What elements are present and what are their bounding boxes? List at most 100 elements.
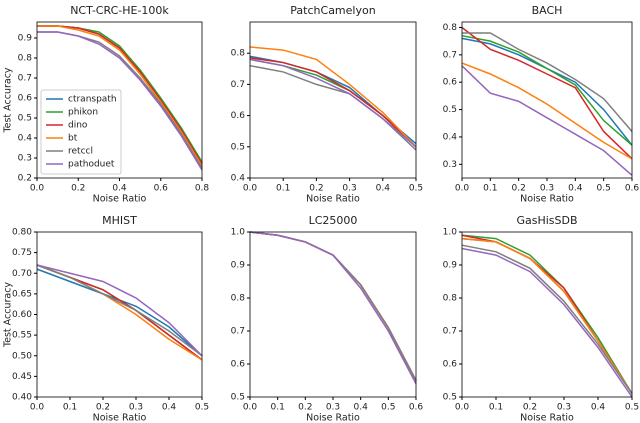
y-tick-label: 0.7	[231, 327, 245, 337]
plot-frame	[461, 21, 633, 179]
y-tick-label: 0.5	[231, 393, 245, 403]
y-tick-label: 0.9	[18, 34, 33, 44]
chart-title: NCT-CRC-HE-100k	[70, 4, 169, 17]
series-line	[462, 32, 633, 132]
series-line	[37, 31, 203, 171]
x-tick-label: 0.1	[489, 403, 503, 413]
x-tick-label: 0.8	[195, 184, 210, 194]
series-line	[36, 264, 203, 361]
chart-title: MHIST	[102, 214, 137, 227]
series-line	[461, 247, 633, 398]
series-line	[36, 264, 203, 357]
x-tick-label: 0.5	[409, 184, 423, 194]
plot-frame	[36, 21, 203, 179]
y-tick-label: 0.5	[18, 114, 32, 124]
chart-title: PatchCamelyon	[290, 4, 375, 17]
x-axis-label: Noise Ratio	[93, 413, 147, 423]
y-tick-label: 0.6	[443, 78, 458, 88]
legend-label: pathoduet	[68, 160, 115, 170]
x-tick-label: 0.4	[112, 184, 127, 194]
chart-title: GasHisSDB	[516, 214, 577, 227]
y-tick-label: 0.8	[443, 23, 458, 33]
x-tick-label: 0.1	[271, 403, 285, 413]
legend-label: phikon	[68, 108, 98, 118]
x-tick-label: 0.6	[409, 403, 424, 413]
x-tick-label: 0.0	[455, 184, 470, 194]
y-tick-label: 0.6	[443, 360, 458, 370]
series-line	[461, 37, 633, 146]
legend-box	[40, 89, 122, 175]
legend-label: ctranspath	[68, 95, 117, 105]
y-tick-label: 0.8	[231, 49, 246, 59]
y-tick-label: 0.6	[231, 360, 246, 370]
series-line	[36, 268, 203, 357]
y-axis-label: Test Accuracy	[3, 67, 14, 133]
y-tick-label: 0.9	[231, 261, 246, 271]
x-tick-label: 0.5	[381, 403, 395, 413]
y-tick-label: 0.8	[231, 294, 246, 304]
y-tick-label: 0.5	[443, 393, 457, 403]
x-tick-label: 0.6	[154, 184, 169, 194]
y-tick-label: 0.3	[18, 154, 32, 164]
y-tick-label: 0.6	[231, 111, 246, 121]
y-tick-label: 0.7	[443, 327, 457, 337]
series-line	[461, 244, 633, 395]
plot-frame	[36, 231, 203, 398]
chart-title: LC25000	[309, 214, 358, 227]
x-tick-label: 0.3	[326, 403, 340, 413]
series-line	[461, 65, 633, 176]
x-tick-label: 0.2	[96, 403, 110, 413]
series-line	[249, 58, 417, 148]
plot-frame	[249, 21, 417, 179]
x-tick-label: 0.2	[298, 403, 312, 413]
y-tick-label: 0.8	[443, 294, 458, 304]
x-tick-label: 0.3	[342, 184, 356, 194]
y-tick-label: 0.8	[18, 54, 33, 64]
x-axis-label: Noise Ratio	[306, 194, 360, 205]
series-line	[461, 62, 633, 160]
y-tick-label: 0.70	[12, 269, 32, 279]
y-tick-label: 0.7	[231, 80, 245, 90]
x-tick-label: 0.1	[483, 184, 497, 194]
series-line	[249, 57, 417, 148]
series-line	[37, 25, 203, 167]
y-tick-label: 0.4	[231, 174, 246, 184]
series-line	[36, 264, 203, 357]
y-tick-label: 0.40	[12, 393, 32, 403]
y-tick-label: 0.80	[12, 228, 32, 238]
legend-label: retccl	[68, 147, 93, 157]
x-tick-label: 0.2	[512, 184, 526, 194]
plot-frame	[461, 231, 633, 398]
x-tick-label: 0.5	[597, 184, 611, 194]
x-tick-label: 0.2	[523, 403, 537, 413]
series-line	[461, 237, 633, 395]
x-tick-label: 0.5	[195, 403, 209, 413]
y-tick-label: 0.4	[18, 134, 33, 144]
x-axis-label: Noise Ratio	[93, 194, 147, 205]
y-tick-label: 0.2	[18, 174, 32, 184]
y-tick-label: 0.4	[443, 132, 458, 142]
legend-label: bt	[68, 134, 78, 144]
x-tick-label: 0.0	[30, 184, 45, 194]
x-tick-label: 0.1	[63, 403, 77, 413]
series-line	[249, 55, 417, 145]
x-tick-label: 0.4	[162, 403, 177, 413]
series-line	[249, 231, 417, 385]
y-tick-label: 0.7	[18, 74, 32, 84]
y-tick-label: 0.3	[443, 160, 457, 170]
x-tick-label: 0.5	[625, 403, 639, 413]
chart-title: BACH	[532, 4, 563, 17]
x-tick-label: 0.0	[243, 403, 258, 413]
series-line	[36, 264, 203, 361]
series-line	[461, 234, 633, 395]
y-tick-label: 0.55	[12, 331, 32, 341]
series-line	[249, 46, 417, 148]
y-tick-label: 0.5	[231, 142, 245, 152]
y-tick-label: 1.0	[443, 228, 458, 238]
x-tick-label: 0.6	[625, 184, 640, 194]
y-tick-label: 0.50	[12, 351, 32, 361]
legend-label: dino	[68, 121, 88, 131]
series-line	[461, 34, 633, 146]
series-line	[461, 26, 633, 160]
